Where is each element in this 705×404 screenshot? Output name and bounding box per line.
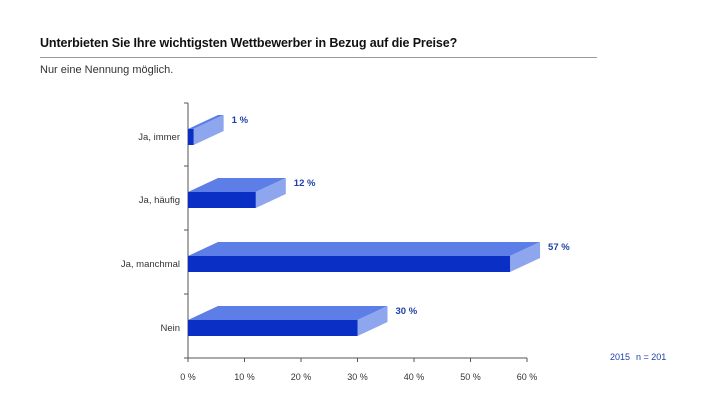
category-label: Ja, immer — [138, 132, 180, 143]
bar-front-face — [188, 192, 256, 208]
sample-size: n = 201 — [636, 352, 667, 362]
x-tick-label: 40 % — [404, 372, 425, 382]
bar-side-face — [357, 306, 388, 336]
bar-value-label: 12 % — [294, 178, 316, 189]
bar-3 — [188, 242, 541, 272]
category-label: Ja, manchmal — [121, 259, 180, 270]
bar-top-face — [188, 178, 286, 192]
bar-2 — [188, 178, 286, 208]
bar-top-face — [188, 306, 388, 320]
chart-subtitle: Nur eine Nennung möglich. — [40, 64, 174, 76]
category-label: Ja, häufig — [139, 195, 180, 206]
bar-side-face — [255, 178, 286, 208]
bar-1 — [188, 115, 224, 145]
chart-title: Unterbieten Sie Ihre wichtigsten Wettbew… — [40, 36, 458, 50]
bar-4 — [188, 306, 388, 336]
sample-year: 2015 — [610, 352, 631, 362]
x-tick-label: 10 % — [234, 372, 255, 382]
x-tick-label: 0 % — [180, 372, 196, 382]
bar-value-label: 30 % — [396, 306, 418, 317]
category-label: Nein — [160, 323, 180, 334]
bar-value-label: 57 % — [548, 242, 570, 253]
bar-value-label: 1 % — [232, 115, 249, 126]
bar-top-face — [188, 115, 224, 129]
x-tick-label: 60 % — [517, 372, 538, 382]
bar-front-face — [188, 129, 194, 145]
bar-side-face — [510, 242, 541, 272]
bar-front-face — [188, 256, 511, 272]
bar-top-face — [188, 242, 541, 256]
bar-side-face — [193, 115, 224, 145]
x-tick-label: 50 % — [460, 372, 481, 382]
bar-front-face — [188, 320, 358, 336]
x-tick-label: 30 % — [347, 372, 368, 382]
title-divider — [40, 57, 597, 58]
sample-info: 2015 n = 201 — [610, 352, 672, 362]
x-tick-label: 20 % — [291, 372, 312, 382]
